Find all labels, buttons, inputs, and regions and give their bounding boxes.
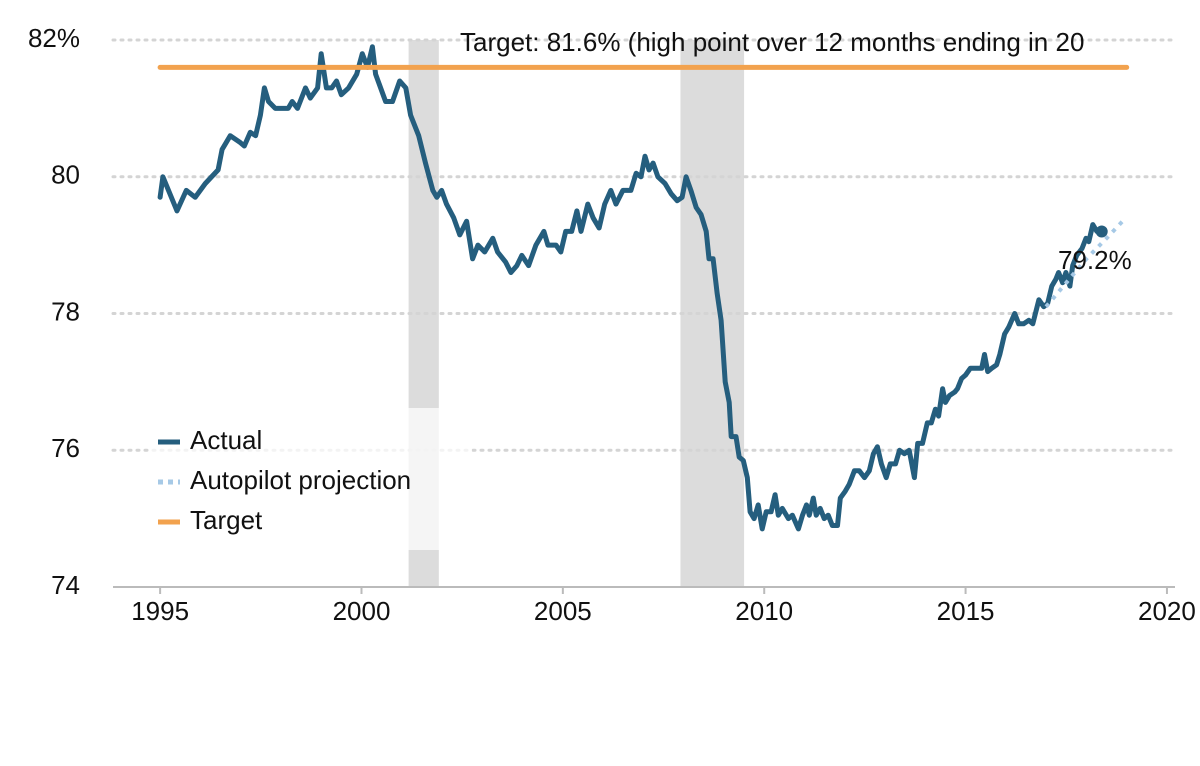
series-line xyxy=(1044,219,1125,308)
legend: Actual Autopilot projection Target xyxy=(158,425,411,535)
end-label: 79.2% xyxy=(1058,245,1132,275)
x-tick-label: 2020 xyxy=(1138,596,1196,626)
grid: 74 76 78 80 82% 1995 2000 2005 2010 2015 2020 xyxy=(28,23,1196,626)
target-annotation: Target: 81.6% (high point over 12 months… xyxy=(460,27,1084,57)
y-tick-label: 82% xyxy=(28,23,80,53)
end-point xyxy=(1095,225,1108,238)
legend-label: Autopilot projection xyxy=(190,465,411,495)
y-tick-label: 78 xyxy=(51,296,80,326)
legend-background xyxy=(150,408,472,550)
legend-label: Target xyxy=(190,505,263,535)
y-tick-label: 80 xyxy=(51,160,80,190)
legend-label: Actual xyxy=(190,425,262,455)
lines xyxy=(157,44,1130,532)
y-tick-label: 76 xyxy=(51,433,80,463)
x-tick-label: 2005 xyxy=(534,596,592,626)
x-tick-label: 1995 xyxy=(131,596,189,626)
x-tick-label: 2015 xyxy=(937,596,995,626)
x-tick-label: 2000 xyxy=(333,596,391,626)
y-tick-label: 74 xyxy=(51,570,80,600)
series-line xyxy=(157,44,1105,532)
x-tick-label: 2010 xyxy=(735,596,793,626)
